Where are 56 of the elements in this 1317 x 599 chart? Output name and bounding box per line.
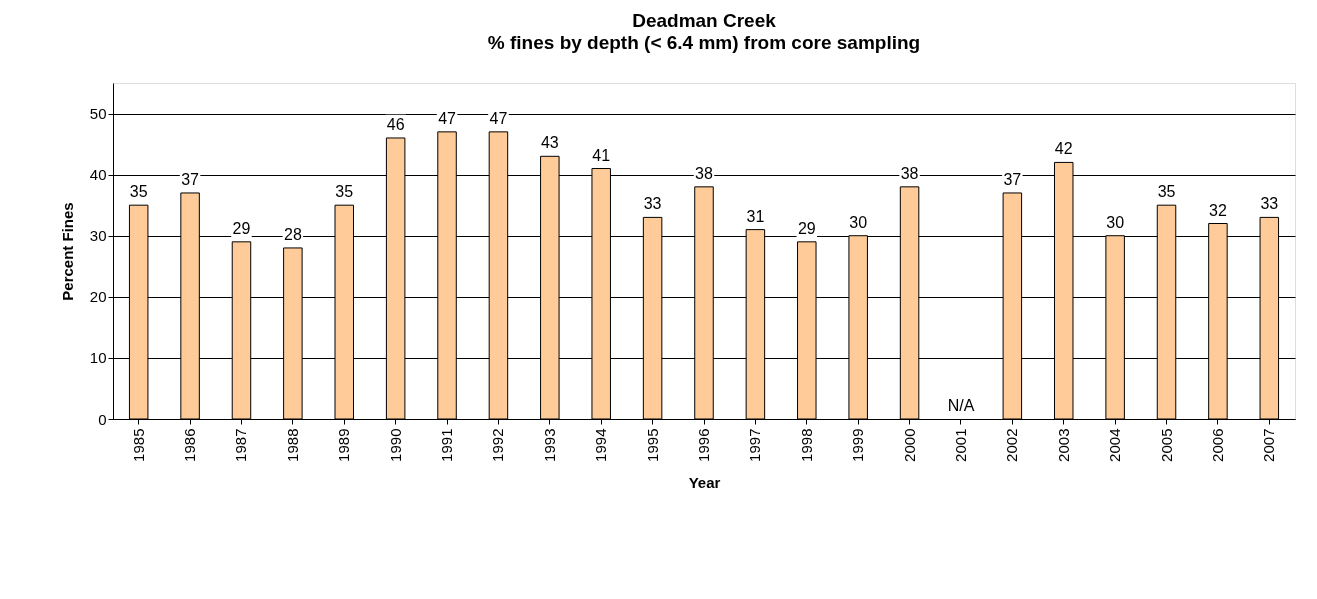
x-tick-label: 1992 — [489, 428, 507, 462]
x-tick-label: 1991 — [438, 428, 456, 462]
x-tick-label: 1999 — [849, 428, 867, 462]
x-tick-label: 2007 — [1260, 428, 1278, 462]
data-label: 38 — [695, 164, 713, 182]
chart-subtitle: % fines by depth (< 6.4 mm) from core sampling — [487, 32, 921, 53]
x-tick-label: 1986 — [181, 428, 199, 462]
data-label: 35 — [129, 183, 148, 201]
x-tick-label: 1990 — [386, 428, 404, 462]
x-tick-label: 1987 — [232, 428, 250, 462]
data-label: 37 — [1003, 170, 1022, 188]
data-label: 47 — [438, 109, 457, 127]
data-label: 29 — [232, 219, 251, 237]
y-tick-label: 30 — [89, 227, 107, 245]
y-axis-title: Percent Fines — [58, 202, 76, 301]
data-label: 38 — [900, 164, 919, 182]
data-label: 42 — [1054, 140, 1073, 158]
data-label: 30 — [849, 213, 868, 231]
data-label: 31 — [746, 207, 765, 225]
y-tick-label: 40 — [89, 166, 107, 184]
x-tick-label: 2002 — [1003, 428, 1021, 462]
data-label: 33 — [643, 195, 662, 213]
x-tick-label: 1998 — [797, 428, 815, 462]
data-label: 30 — [1106, 213, 1125, 231]
text: N/A — [947, 397, 975, 414]
x-tick-label: 1995 — [643, 428, 661, 462]
y-tick-label: 0 — [98, 410, 107, 428]
x-tick-label: 1993 — [540, 428, 558, 462]
x-tick-label: 2003 — [1054, 428, 1072, 462]
y-tick-label: 50 — [89, 105, 107, 123]
data-label: 28 — [283, 225, 302, 243]
x-tick-label: 1996 — [695, 428, 712, 462]
x-tick-label: 1994 — [592, 428, 610, 462]
y-tick-label: 10 — [89, 349, 107, 367]
data-label: 47 — [489, 109, 508, 127]
data-label: 35 — [335, 183, 354, 201]
x-tick-label: 1989 — [335, 428, 353, 462]
x-tick-label: 2006 — [1208, 428, 1226, 462]
data-label: 43 — [540, 134, 559, 152]
x-tick-label: 1997 — [746, 428, 764, 462]
data-label: 37 — [181, 170, 200, 188]
x-tick-label: 1988 — [283, 428, 301, 462]
x-tick-label: 2001 — [951, 428, 969, 462]
y-tick-label: 20 — [89, 288, 107, 306]
data-label: 33 — [1260, 195, 1279, 213]
chart-title: Deadman Creek — [632, 10, 777, 31]
data-label: 46 — [386, 115, 405, 133]
data-label: 29 — [797, 219, 816, 237]
x-tick-label: 2000 — [900, 428, 918, 462]
x-tick-label: 2004 — [1106, 428, 1124, 462]
data-label: 35 — [1157, 183, 1176, 201]
x-tick-label: 1985 — [129, 428, 147, 462]
data-label: 32 — [1209, 201, 1227, 219]
x-tick-label: 2005 — [1157, 428, 1175, 462]
x-axis-title: Year — [688, 473, 721, 491]
data-label: 41 — [592, 146, 611, 164]
